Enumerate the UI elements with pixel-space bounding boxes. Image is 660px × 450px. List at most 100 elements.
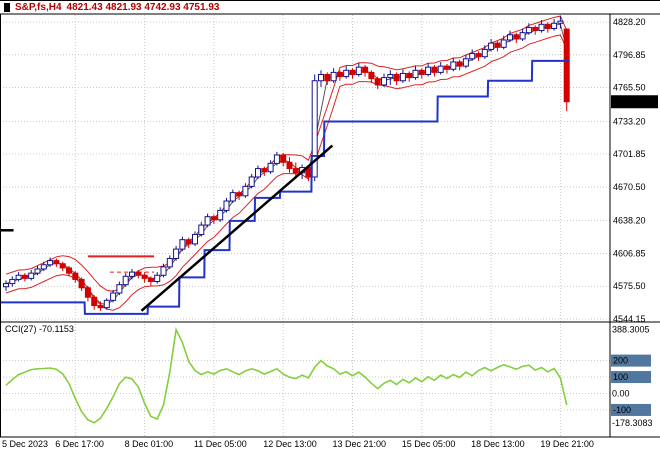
candle	[500, 35, 507, 50]
candle-body	[34, 268, 41, 274]
candle-body	[374, 78, 381, 86]
time-axis-label: 11 Dec 05:00	[194, 439, 247, 449]
candle-body	[525, 26, 532, 34]
candle	[179, 236, 186, 252]
candle	[15, 272, 22, 282]
candle	[255, 165, 261, 180]
price-axis-label: 4606.85	[613, 248, 646, 258]
candle-body	[261, 168, 268, 173]
cci-line	[5, 326, 568, 424]
candle-body	[217, 209, 224, 221]
current-price-label: 4751.93	[613, 97, 646, 107]
candle-body	[324, 73, 331, 82]
cci-level-badge	[611, 354, 651, 367]
candle	[84, 285, 91, 302]
candle-body	[15, 274, 22, 280]
candle	[494, 41, 501, 52]
candle-body	[91, 296, 98, 307]
candle-body	[242, 185, 249, 197]
candle-body	[204, 216, 211, 226]
candle	[551, 19, 558, 31]
time-axis-label: 6 Dec 17:00	[55, 439, 104, 449]
candle-body	[185, 239, 192, 245]
candle	[91, 295, 98, 310]
candle	[393, 72, 400, 85]
candle-body	[462, 58, 469, 67]
candle-body	[450, 61, 457, 70]
candle	[9, 276, 16, 287]
candle	[47, 257, 54, 267]
candle	[362, 65, 369, 77]
candle	[437, 61, 444, 75]
candle	[28, 270, 35, 281]
candle	[135, 270, 142, 279]
candle-body	[469, 53, 476, 60]
cci-level-badge	[611, 371, 651, 384]
candle-body	[349, 69, 356, 75]
candle-body	[481, 48, 488, 58]
candle-body	[519, 32, 526, 40]
candle	[507, 30, 513, 43]
candle	[544, 22, 551, 33]
candle-body	[418, 69, 425, 75]
candle	[204, 213, 211, 228]
candle	[538, 20, 545, 33]
candle-body	[406, 72, 413, 79]
candle	[324, 72, 331, 85]
candle	[311, 74, 318, 182]
candle	[192, 231, 198, 246]
candle	[236, 190, 243, 200]
candle	[406, 71, 413, 82]
candle-body	[273, 154, 280, 164]
candle-body	[21, 274, 28, 279]
candlestick-chart-icon	[4, 3, 10, 12]
candle-body	[210, 216, 217, 221]
candle-body	[160, 266, 167, 276]
candle-body	[47, 260, 54, 266]
candle	[343, 66, 350, 79]
candle	[368, 70, 375, 83]
candle-body	[557, 20, 564, 24]
candle-body	[292, 168, 299, 174]
candle	[336, 70, 343, 81]
candle-body	[97, 305, 104, 309]
candle	[116, 281, 123, 296]
candle-body	[179, 239, 186, 250]
candle	[355, 62, 362, 77]
cci-axis-label: -178.3083	[612, 418, 653, 428]
candle-body	[494, 42, 501, 48]
time-axis-label: 19 Dec 21:00	[540, 439, 594, 449]
candle-body	[513, 34, 520, 40]
cci-axis-label: -100	[613, 405, 631, 415]
candle-body	[500, 39, 507, 48]
candle	[425, 62, 432, 77]
candle	[431, 65, 438, 77]
candle-body	[538, 23, 545, 32]
candle	[34, 265, 41, 276]
candle	[462, 54, 469, 69]
price-axis-label: 4765.50	[613, 83, 646, 93]
candle-body	[166, 258, 173, 268]
chart-header: S&P,fs,H4 4821.43 4821.93 4742.93 4751.9…	[4, 2, 219, 13]
candle-body	[192, 233, 198, 245]
candle	[72, 271, 79, 283]
candle	[40, 261, 47, 272]
candle-body	[456, 61, 463, 67]
candle	[349, 68, 356, 79]
candle-body	[53, 260, 60, 265]
candle	[78, 277, 85, 291]
candle-body	[40, 264, 47, 270]
candle-body	[318, 73, 324, 82]
blue-stop-line	[0, 59, 570, 315]
candle	[469, 49, 476, 61]
candle-body	[437, 65, 444, 73]
candle	[122, 273, 129, 287]
candle-body	[444, 65, 450, 70]
candle	[154, 272, 161, 284]
price-axis-label: 4670.50	[613, 182, 646, 192]
candle-body	[488, 42, 495, 50]
candle	[267, 160, 274, 174]
candle-body	[368, 71, 375, 80]
time-axis-label: 18 Dec 13:00	[471, 439, 525, 449]
